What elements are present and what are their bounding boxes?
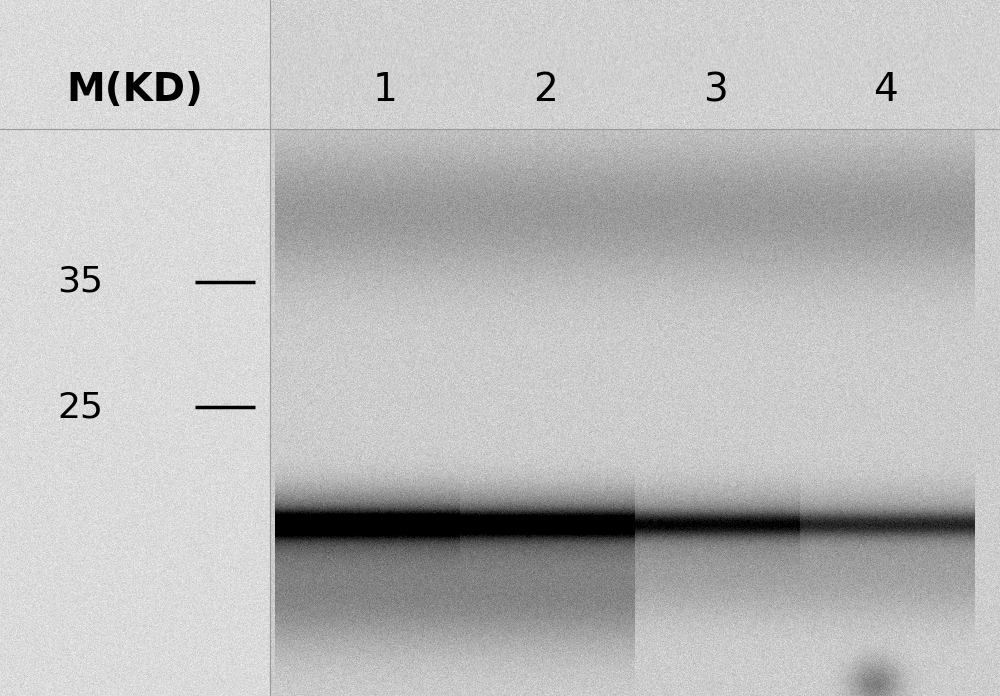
- Text: 2: 2: [533, 72, 557, 109]
- Text: 4: 4: [873, 72, 897, 109]
- Text: 35: 35: [57, 265, 103, 299]
- Text: 3: 3: [703, 72, 727, 109]
- Text: 1: 1: [373, 72, 397, 109]
- Text: M(KD): M(KD): [67, 72, 203, 109]
- Text: 25: 25: [57, 390, 103, 424]
